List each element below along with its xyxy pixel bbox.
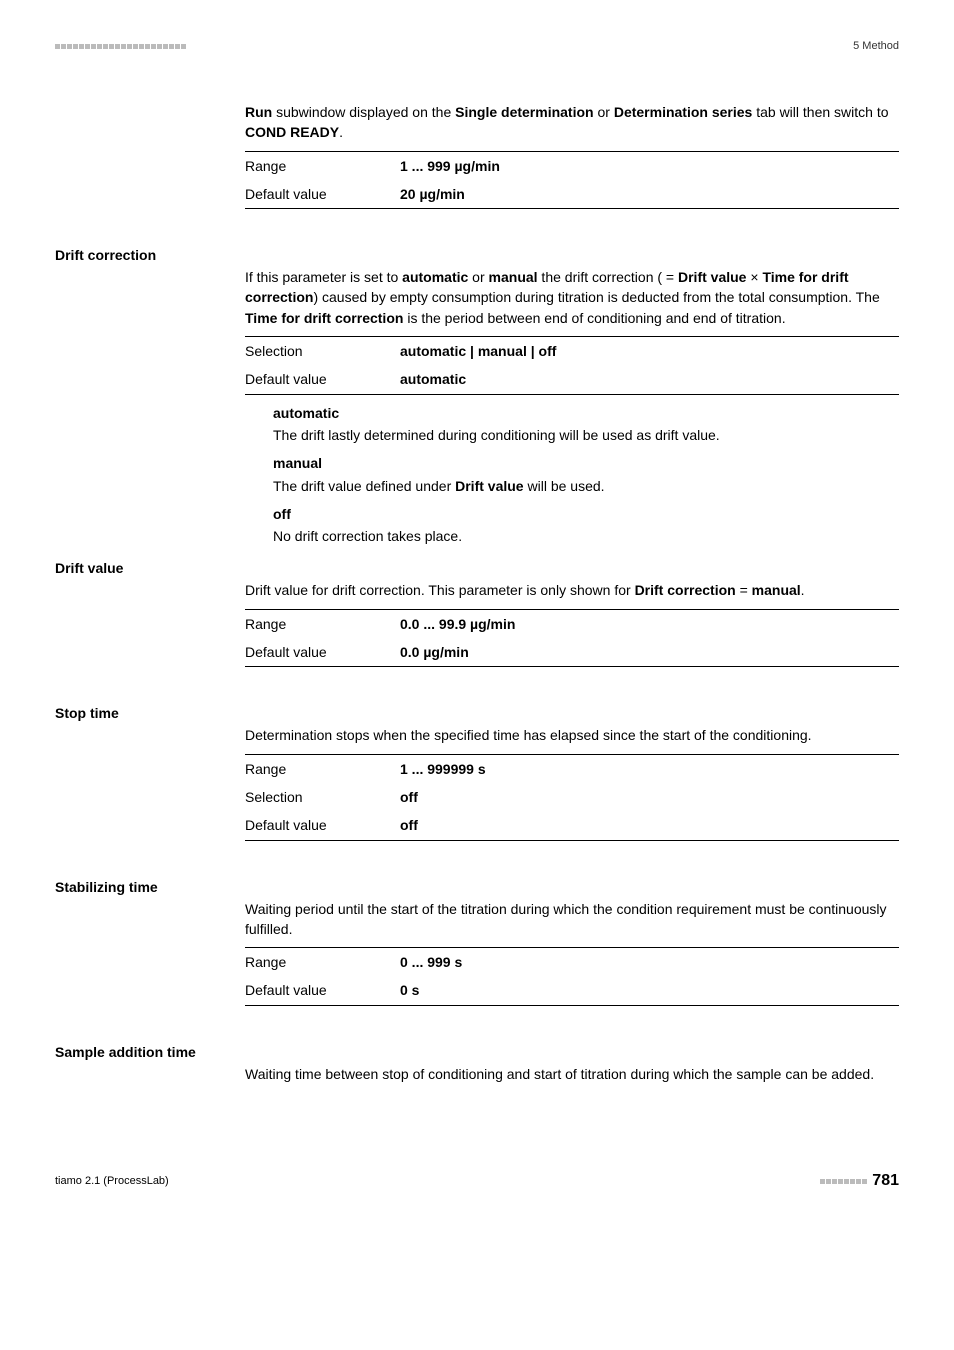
sample-addition-time-desc: Waiting time between stop of conditionin… — [245, 1064, 899, 1084]
intro-range-val: 1 ... 999 µg/min — [400, 151, 899, 180]
stabilizing-time-desc: Waiting period until the start of the ti… — [245, 899, 899, 940]
stab-def-val: 0 s — [400, 976, 899, 1005]
footer-product: tiamo 2.1 (ProcessLab) — [55, 1175, 169, 1187]
driftcorr-off-term: off — [273, 504, 899, 524]
page-footer: tiamo 2.1 (ProcessLab) 781 — [55, 1172, 899, 1190]
driftcorr-def-val: automatic — [400, 365, 899, 394]
footer-right: 781 — [820, 1172, 899, 1190]
driftval-range-key: Range — [245, 609, 400, 638]
header-section-title: 5 Method — [853, 40, 899, 52]
drift-value-table: Range0.0 ... 99.9 µg/min Default value0.… — [245, 609, 899, 668]
driftcorr-auto-desc: The drift lastly determined during condi… — [273, 425, 899, 445]
drift-correction-label: Drift correction — [55, 245, 245, 263]
stoptime-sel-key: Selection — [245, 783, 400, 811]
driftcorr-off-desc: No drift correction takes place. — [273, 526, 899, 546]
sample-addition-time-label: Sample addition time — [55, 1042, 285, 1060]
intro-bold-detseries: Determination series — [614, 104, 753, 120]
intro-default-key: Default value — [245, 180, 400, 209]
intro-paragraph: Run subwindow displayed on the Single de… — [245, 102, 899, 143]
stop-time-label: Stop time — [55, 703, 245, 721]
driftcorr-auto-term: automatic — [273, 403, 899, 423]
header-left-dots — [55, 40, 187, 52]
stoptime-def-key: Default value — [245, 811, 400, 840]
stop-time-desc: Determination stops when the specified t… — [245, 725, 899, 745]
driftcorr-sel-key: Selection — [245, 337, 400, 366]
drift-correction-table: Selectionautomatic | manual | off Defaul… — [245, 336, 899, 395]
driftval-def-val: 0.0 µg/min — [400, 638, 899, 667]
stab-range-key: Range — [245, 948, 400, 977]
drift-value-label: Drift value — [55, 558, 245, 576]
driftval-def-key: Default value — [245, 638, 400, 667]
stoptime-range-key: Range — [245, 754, 400, 783]
stab-def-key: Default value — [245, 976, 400, 1005]
driftcorr-def-key: Default value — [245, 365, 400, 394]
page-number: 781 — [872, 1172, 899, 1190]
intro-default-val: 20 µg/min — [400, 180, 899, 209]
intro-bold-run: Run — [245, 104, 272, 120]
driftcorr-manual-term: manual — [273, 453, 899, 473]
intro-range-key: Range — [245, 151, 400, 180]
drift-value-desc: Drift value for drift correction. This p… — [245, 580, 899, 600]
stop-time-table: Range1 ... 999999 s Selectionoff Default… — [245, 754, 899, 841]
intro-param-table: Range1 ... 999 µg/min Default value20 µg… — [245, 151, 899, 210]
page-header: 5 Method — [55, 40, 899, 52]
stab-range-val: 0 ... 999 s — [400, 948, 899, 977]
driftval-range-val: 0.0 ... 99.9 µg/min — [400, 609, 899, 638]
driftcorr-sel-val: automatic | manual | off — [400, 337, 899, 366]
drift-correction-desc: If this parameter is set to automatic or… — [245, 267, 899, 328]
intro-bold-condready: COND READY — [245, 124, 339, 140]
intro-bold-singledet: Single determination — [455, 104, 593, 120]
stabilizing-time-label: Stabilizing time — [55, 877, 245, 895]
stoptime-sel-val: off — [400, 783, 899, 811]
stoptime-range-val: 1 ... 999999 s — [400, 754, 899, 783]
stabilizing-time-table: Range0 ... 999 s Default value0 s — [245, 947, 899, 1006]
driftcorr-manual-desc: The drift value defined under Drift valu… — [273, 476, 899, 496]
stoptime-def-val: off — [400, 811, 899, 840]
